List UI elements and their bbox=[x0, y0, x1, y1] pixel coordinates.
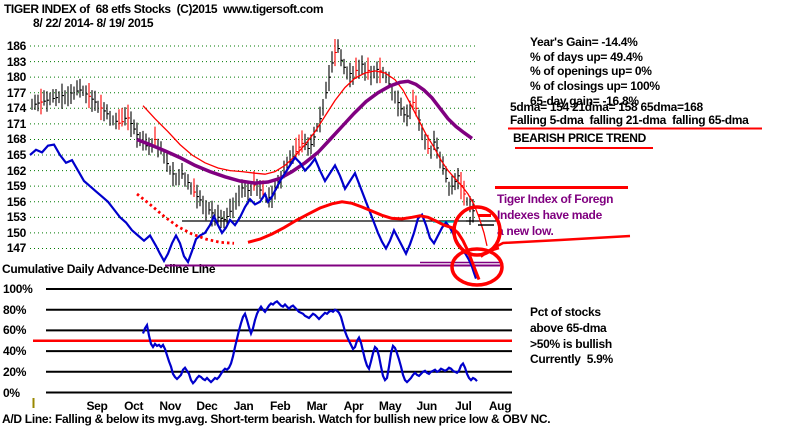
month-label: Oct bbox=[124, 399, 144, 413]
side-note-line: above 65-dma bbox=[530, 320, 607, 335]
falling-dma-summary: Falling 5-dma falling 21-dma falling 65-… bbox=[510, 113, 749, 127]
trend-label: BEARISH PRICE TREND bbox=[513, 131, 646, 145]
highlight-ellipse-1 bbox=[452, 205, 502, 257]
price-y-label: 174 bbox=[6, 101, 26, 116]
month-label: Nov bbox=[159, 399, 182, 413]
panel-y-label: 60% bbox=[3, 323, 27, 338]
ma-21-line bbox=[142, 70, 488, 247]
panel-label: Cumulative Daily Advance-Decline Line bbox=[2, 262, 216, 276]
stats-line: % of closings up= 100% bbox=[530, 79, 660, 94]
price-y-label: 186 bbox=[6, 39, 26, 53]
month-label: Sep bbox=[86, 399, 108, 413]
note-line: a new low. bbox=[497, 224, 554, 238]
price-y-label: 150 bbox=[6, 225, 26, 240]
price-bars-down bbox=[40, 39, 466, 206]
ma-65-line bbox=[136, 79, 474, 185]
panel-side-note: Pct of stocks above 65-dma >50% is bullish… bbox=[530, 305, 613, 368]
chart-title: TIGER INDEX of 68 etfs Stocks (C)2015 ww… bbox=[4, 2, 324, 16]
highlight-ellipse-2 bbox=[450, 247, 504, 287]
month-label: Mar bbox=[306, 399, 328, 413]
month-label: Jun bbox=[416, 399, 438, 413]
panel-y-label: 80% bbox=[3, 302, 27, 317]
last-price-cross bbox=[466, 216, 474, 225]
price-y-label: 180 bbox=[6, 70, 26, 85]
month-label: Aug bbox=[488, 399, 512, 413]
price-bars bbox=[31, 39, 475, 229]
stats-line: % of days up= 49.4% bbox=[530, 49, 643, 64]
arrow-head bbox=[485, 246, 500, 254]
price-y-label: 165 bbox=[6, 148, 26, 163]
price-y-label: 177 bbox=[6, 85, 26, 100]
footer-comment: A/D Line: Falling & below its mvg.avg. S… bbox=[2, 412, 551, 426]
dma-summary: 5dma= 154 21dma= 158 65dma=168 bbox=[510, 100, 703, 114]
arrow-cross bbox=[480, 244, 498, 258]
panel-y-label: 100% bbox=[3, 282, 33, 296]
price-y-label: 162 bbox=[6, 163, 26, 178]
foreign-index-note: Tiger Index of Foregn Indexes have made a … bbox=[497, 191, 613, 239]
note-line: Tiger Index of Foregn bbox=[497, 192, 614, 206]
stats-line: 65-day gain= -16.8% bbox=[530, 93, 639, 108]
panel-y-label: 40% bbox=[3, 344, 27, 359]
month-label: Feb bbox=[269, 399, 291, 413]
stats-line: Year's Gain= -14.4% bbox=[530, 35, 638, 49]
note-line: Indexes have made bbox=[497, 208, 602, 222]
foreign-index-line bbox=[29, 143, 478, 279]
price-y-label: 171 bbox=[6, 116, 26, 131]
price-y-label: 156 bbox=[6, 194, 26, 209]
date-range: 8/ 22/ 2014- 8/ 19/ 2015 bbox=[33, 16, 154, 30]
price-y-label: 159 bbox=[6, 179, 26, 194]
month-label: May bbox=[378, 399, 402, 413]
stats-block: Year's Gain= -14.4%% of days up= 49.4%% … bbox=[530, 35, 660, 109]
panel-y-label: 0% bbox=[3, 385, 20, 400]
month-label: Jul bbox=[455, 399, 472, 413]
panel-y-label: 20% bbox=[3, 364, 27, 379]
foreign-ma-line bbox=[247, 200, 481, 281]
side-note-line: Currently 5.9% bbox=[530, 352, 613, 367]
month-label: Dec bbox=[196, 399, 218, 413]
stats-line: % of openings up= 0% bbox=[530, 64, 652, 79]
month-label: Jan bbox=[233, 399, 254, 413]
price-y-label: 168 bbox=[6, 132, 26, 147]
foreign-ma-dotted bbox=[136, 192, 235, 245]
price-y-label: 183 bbox=[6, 54, 26, 69]
month-label: Apr bbox=[343, 399, 364, 413]
side-note-line: Pct of stocks bbox=[530, 305, 601, 319]
price-y-label: 147 bbox=[6, 241, 26, 256]
price-y-label: 153 bbox=[6, 210, 26, 225]
side-note-line: >50% is bullish bbox=[530, 336, 612, 351]
ad-line bbox=[141, 300, 478, 385]
